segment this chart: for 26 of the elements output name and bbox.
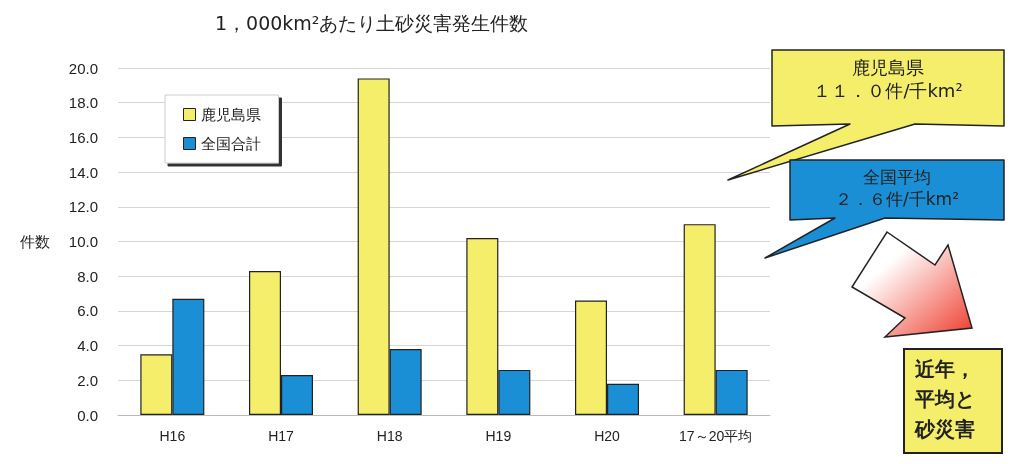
x-tick-label: H18 — [376, 428, 403, 444]
y-tick-label: 8.0 — [77, 267, 98, 285]
y-tick-label: 20.0 — [68, 59, 98, 77]
x-tick-label: H17 — [268, 428, 295, 444]
y-axis-title: 件数 — [20, 232, 50, 251]
y-tick-label: 16.0 — [68, 128, 98, 146]
text: 全国平均 — [862, 166, 932, 188]
y-tick-label: 18.0 — [68, 94, 98, 112]
text: 鹿児島県 — [851, 56, 925, 79]
y-tick-label: 4.0 — [77, 337, 98, 355]
y-tick-label: 6.0 — [77, 302, 98, 320]
legend-label: 鹿児島県 — [200, 105, 261, 124]
x-tick-label: H16 — [159, 428, 186, 444]
chart-title: 1，000km²あたり土砂災害発生件数 — [215, 11, 529, 34]
y-tick-label: 10.0 — [68, 233, 98, 250]
y-tick-label: 12.0 — [68, 198, 98, 216]
text: ２．６件/千km² — [834, 188, 960, 210]
x-tick-label: 17～20平均 — [679, 428, 753, 444]
x-tick-label: H19 — [485, 428, 512, 444]
legend-label: 全国合計 — [200, 134, 261, 153]
text: 近年，平均と砂災害 — [915, 356, 976, 443]
y-tick-label: 2.0 — [77, 371, 98, 389]
text: １１．０件/千km² — [812, 79, 964, 102]
y-tick-label: 14.0 — [68, 163, 98, 181]
y-tick-label: 0.0 — [77, 406, 98, 424]
x-tick-label: H20 — [594, 428, 621, 444]
